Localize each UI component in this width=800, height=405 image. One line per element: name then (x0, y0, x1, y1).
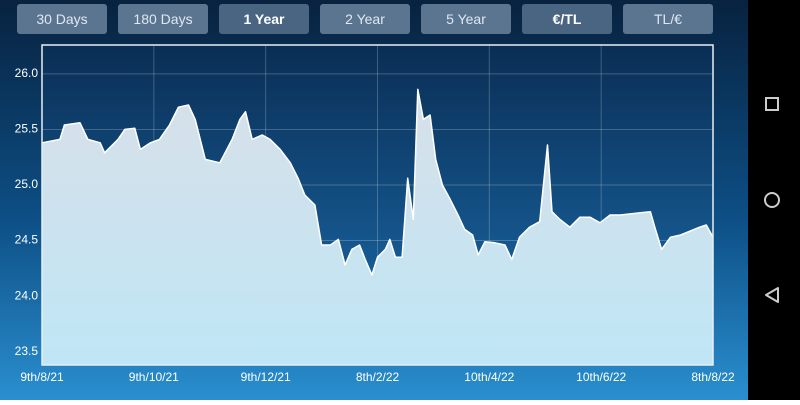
y-tick-label: 26.0 (15, 66, 39, 80)
nav-icons (764, 97, 780, 303)
x-tick-label: 9th/12/21 (241, 370, 291, 384)
range-button[interactable]: 1 Year (219, 4, 309, 34)
line (41, 88, 714, 276)
range-button[interactable]: TL/€ (623, 4, 713, 34)
chart: 23.5 24.0 24.5 25.0 25.5 26.0 9th/8/21 9th/10/2… (15, 44, 735, 384)
range-button[interactable]: €/TL (522, 4, 612, 34)
x-tick-label: 9th/10/21 (129, 370, 179, 384)
x-tick-label: 8th/8/22 (691, 370, 735, 384)
x-tick-label: 10th/4/22 (464, 370, 514, 384)
x-tick-label: 9th/8/21 (20, 370, 64, 384)
navigation-bar (748, 0, 800, 400)
y-tick-label: 25.0 (15, 177, 39, 191)
area (42, 89, 713, 366)
range-button[interactable]: 30 Days (17, 4, 107, 34)
range-button[interactable]: 180 Days (118, 4, 208, 34)
range-button[interactable]: 2 Year (320, 4, 410, 34)
range-button[interactable]: 5 Year (421, 4, 511, 34)
recents-button[interactable] (765, 97, 779, 111)
x-tick-label: 8th/2/22 (356, 370, 400, 384)
y-tick-label: 24.5 (15, 233, 39, 247)
y-tick-label: 25.5 (15, 122, 39, 136)
home-button[interactable] (764, 192, 780, 208)
back-button[interactable] (765, 287, 779, 303)
y-tick-label: 23.5 (15, 344, 39, 358)
plot-border (41, 44, 714, 366)
y-tick-label: 24.0 (15, 288, 39, 302)
x-tick-label: 10th/6/22 (576, 370, 626, 384)
